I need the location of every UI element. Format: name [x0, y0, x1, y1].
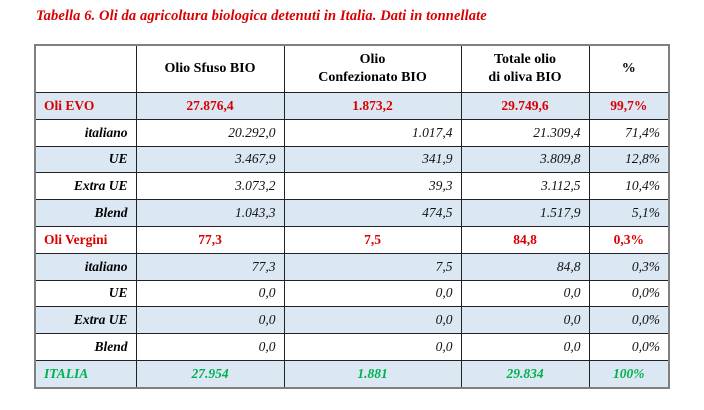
table-row-blend-evo: Blend 1.043,3 474,5 1.517,9 5,1%	[34, 199, 670, 227]
row-label: italiano	[34, 252, 137, 281]
cell-percent: 5,1%	[588, 199, 670, 227]
table-header: Olio Sfuso BIO Olio Confezionato BIO Tot…	[34, 44, 670, 93]
header-row: Olio Sfuso BIO Olio Confezionato BIO Tot…	[34, 44, 670, 93]
cell-percent: 71,4%	[588, 118, 670, 147]
cell-sfuso: 0,0	[135, 279, 285, 308]
cell-percent: 99,7%	[588, 92, 670, 120]
cell-totale: 0,0	[460, 333, 590, 361]
row-label: UE	[34, 145, 137, 174]
cell-sfuso: 77,3	[135, 252, 285, 281]
table-row-ue-evo: UE 3.467,9 341,9 3.809,8 12,8%	[34, 145, 670, 174]
cell-percent: 0,3%	[588, 252, 670, 281]
cell-percent: 10,4%	[588, 172, 670, 201]
cell-sfuso: 27.876,4	[135, 92, 285, 120]
cell-confezionato: 1.017,4	[283, 118, 462, 147]
cell-totale: 1.517,9	[460, 199, 590, 227]
cell-sfuso: 0,0	[135, 306, 285, 335]
table-row-extra-ue-vergini: Extra UE 0,0 0,0 0,0 0,0%	[34, 306, 670, 335]
cell-confezionato: 1.873,2	[283, 92, 462, 120]
cell-confezionato: 341,9	[283, 145, 462, 174]
cell-sfuso: 0,0	[135, 333, 285, 361]
table-row-blend-vergini: Blend 0,0 0,0 0,0 0,0%	[34, 333, 670, 361]
table-row-oli-evo: Oli EVO 27.876,4 1.873,2 29.749,6 99,7%	[34, 92, 670, 120]
cell-percent: 0,3%	[588, 225, 670, 254]
table-caption: Tabella 6. Oli da agricoltura biologica …	[36, 8, 487, 24]
cell-percent: 100%	[588, 359, 670, 389]
cell-confezionato: 0,0	[283, 279, 462, 308]
cell-sfuso: 3.467,9	[135, 145, 285, 174]
header-empty	[34, 44, 137, 93]
table-row-italiano-evo: italiano 20.292,0 1.017,4 21.309,4 71,4%	[34, 118, 670, 147]
table-row-ue-vergini: UE 0,0 0,0 0,0 0,0%	[34, 279, 670, 308]
cell-confezionato: 0,0	[283, 333, 462, 361]
cell-totale: 3.112,5	[460, 172, 590, 201]
row-label: Oli EVO	[34, 92, 137, 120]
row-label: Oli Vergini	[34, 225, 137, 254]
header-percent: %	[588, 44, 670, 93]
cell-totale: 0,0	[460, 306, 590, 335]
cell-sfuso: 3.073,2	[135, 172, 285, 201]
row-label: Blend	[34, 199, 137, 227]
cell-confezionato: 7,5	[283, 225, 462, 254]
row-label: Extra UE	[34, 172, 137, 201]
table-row-italia-total: ITALIA 27.954 1.881 29.834 100%	[34, 359, 670, 389]
cell-sfuso: 20.292,0	[135, 118, 285, 147]
cell-totale: 84,8	[460, 252, 590, 281]
table-row-italiano-vergini: italiano 77,3 7,5 84,8 0,3%	[34, 252, 670, 281]
cell-sfuso: 77,3	[135, 225, 285, 254]
cell-confezionato: 7,5	[283, 252, 462, 281]
cell-percent: 0,0%	[588, 306, 670, 335]
row-label: Extra UE	[34, 306, 137, 335]
table-row-oli-vergini: Oli Vergini 77,3 7,5 84,8 0,3%	[34, 225, 670, 254]
cell-totale: 0,0	[460, 279, 590, 308]
cell-totale: 21.309,4	[460, 118, 590, 147]
header-olio-confezionato: Olio Confezionato BIO	[283, 44, 462, 93]
cell-confezionato: 0,0	[283, 306, 462, 335]
table-row-extra-ue-evo: Extra UE 3.073,2 39,3 3.112,5 10,4%	[34, 172, 670, 201]
cell-confezionato: 474,5	[283, 199, 462, 227]
table-body: Oli EVO 27.876,4 1.873,2 29.749,6 99,7% …	[34, 92, 670, 389]
row-label: italiano	[34, 118, 137, 147]
header-totale-olio: Totale olio di oliva BIO	[460, 44, 590, 93]
cell-totale: 29.834	[460, 359, 590, 389]
cell-totale: 84,8	[460, 225, 590, 254]
cell-sfuso: 27.954	[135, 359, 285, 389]
cell-confezionato: 39,3	[283, 172, 462, 201]
cell-confezionato: 1.881	[283, 359, 462, 389]
cell-totale: 3.809,8	[460, 145, 590, 174]
cell-percent: 0,0%	[588, 333, 670, 361]
cell-sfuso: 1.043,3	[135, 199, 285, 227]
bio-oils-table: Olio Sfuso BIO Olio Confezionato BIO Tot…	[34, 44, 670, 389]
row-label: Blend	[34, 333, 137, 361]
header-olio-sfuso: Olio Sfuso BIO	[135, 44, 285, 93]
row-label: ITALIA	[34, 359, 137, 389]
cell-totale: 29.749,6	[460, 92, 590, 120]
row-label: UE	[34, 279, 137, 308]
cell-percent: 12,8%	[588, 145, 670, 174]
cell-percent: 0,0%	[588, 279, 670, 308]
